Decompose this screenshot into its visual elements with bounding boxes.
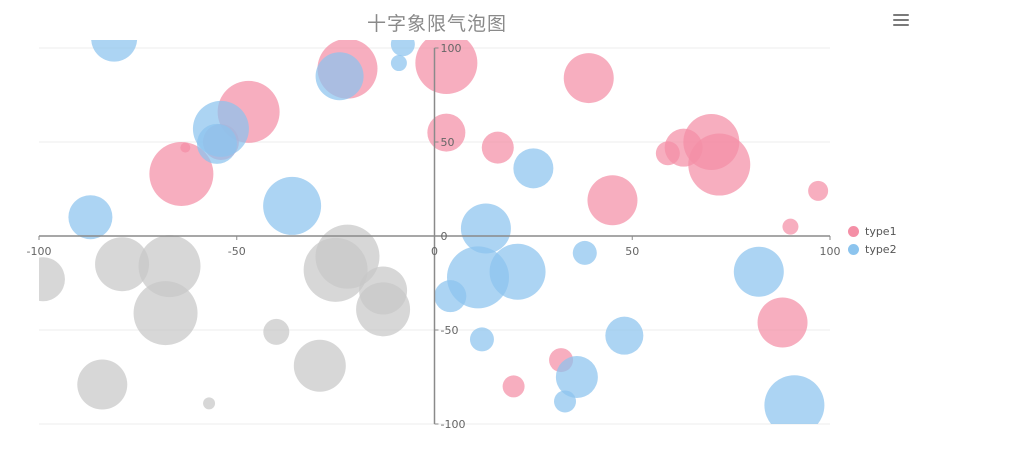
y-tick-label: -100 [441,418,466,431]
x-tick-label: 50 [625,245,639,258]
bubble-series3[interactable] [95,237,150,292]
legend-item-type1[interactable]: type1 [848,222,897,240]
chart-title: 十字象限气泡图 [366,13,507,35]
bubble-type1[interactable] [587,175,638,226]
bubble-type2[interactable] [91,16,138,62]
bubble-type2[interactable] [196,123,237,164]
menu-icon[interactable] [893,14,909,28]
legend-label: type1 [865,224,897,238]
bubble-type2[interactable] [460,203,511,254]
bubble-layer [21,16,829,435]
bubble-type2[interactable] [315,52,364,101]
bubble-type1[interactable] [782,218,799,235]
bubble-series3[interactable] [293,339,346,392]
x-tick-label: -50 [228,245,246,258]
bubble-series3[interactable] [315,224,380,289]
y-tick-label: 50 [441,136,455,149]
bubble-type1[interactable] [481,131,514,164]
bubble-series3[interactable] [356,282,411,337]
legend-swatch [848,243,859,255]
bubble-type1[interactable] [415,32,478,95]
y-tick-label: 0 [441,230,448,243]
bubble-type2[interactable] [733,246,784,297]
bubble-type2[interactable] [390,32,415,57]
bubble-type2[interactable] [390,55,407,72]
bubble-series3[interactable] [203,397,216,410]
bubble-type2[interactable] [469,327,494,352]
axis-layer: -100 -50 0 50 100 -100 -50 0 50 100 [27,42,841,431]
bubble-series3[interactable] [21,257,65,302]
bubble-type2[interactable] [513,148,554,189]
bubble-type1[interactable] [688,133,751,196]
bubble-type2[interactable] [554,390,577,413]
bubble-type2[interactable] [263,176,322,235]
x-tick-label: 0 [431,245,438,258]
y-tick-label: -50 [441,324,459,337]
legend-swatch [848,225,859,237]
y-tick-label: 100 [441,42,462,55]
bubble-type1[interactable] [563,53,614,104]
bubble-type2[interactable] [434,280,467,313]
x-tick-label: -100 [27,245,52,258]
bubble-type2[interactable] [764,375,825,435]
bubble-series3[interactable] [138,235,201,298]
bubble-type1[interactable] [502,375,525,398]
bubble-type2[interactable] [605,316,644,355]
legend-item-type2[interactable]: type2 [848,240,897,258]
bubble-type1[interactable] [149,141,214,206]
bubble-series3[interactable] [77,359,128,410]
bubble-type1[interactable] [757,297,808,348]
bubble-type1[interactable] [808,180,829,201]
legend-label: type2 [865,242,897,256]
x-tick-label: 100 [820,245,841,258]
bubble-type2[interactable] [68,195,113,240]
bubble-type2[interactable] [572,240,597,265]
legend: type1 type2 [848,222,897,258]
bubble-type2[interactable] [555,356,598,398]
bubble-series3[interactable] [133,281,198,346]
bubble-series3[interactable] [263,318,290,345]
